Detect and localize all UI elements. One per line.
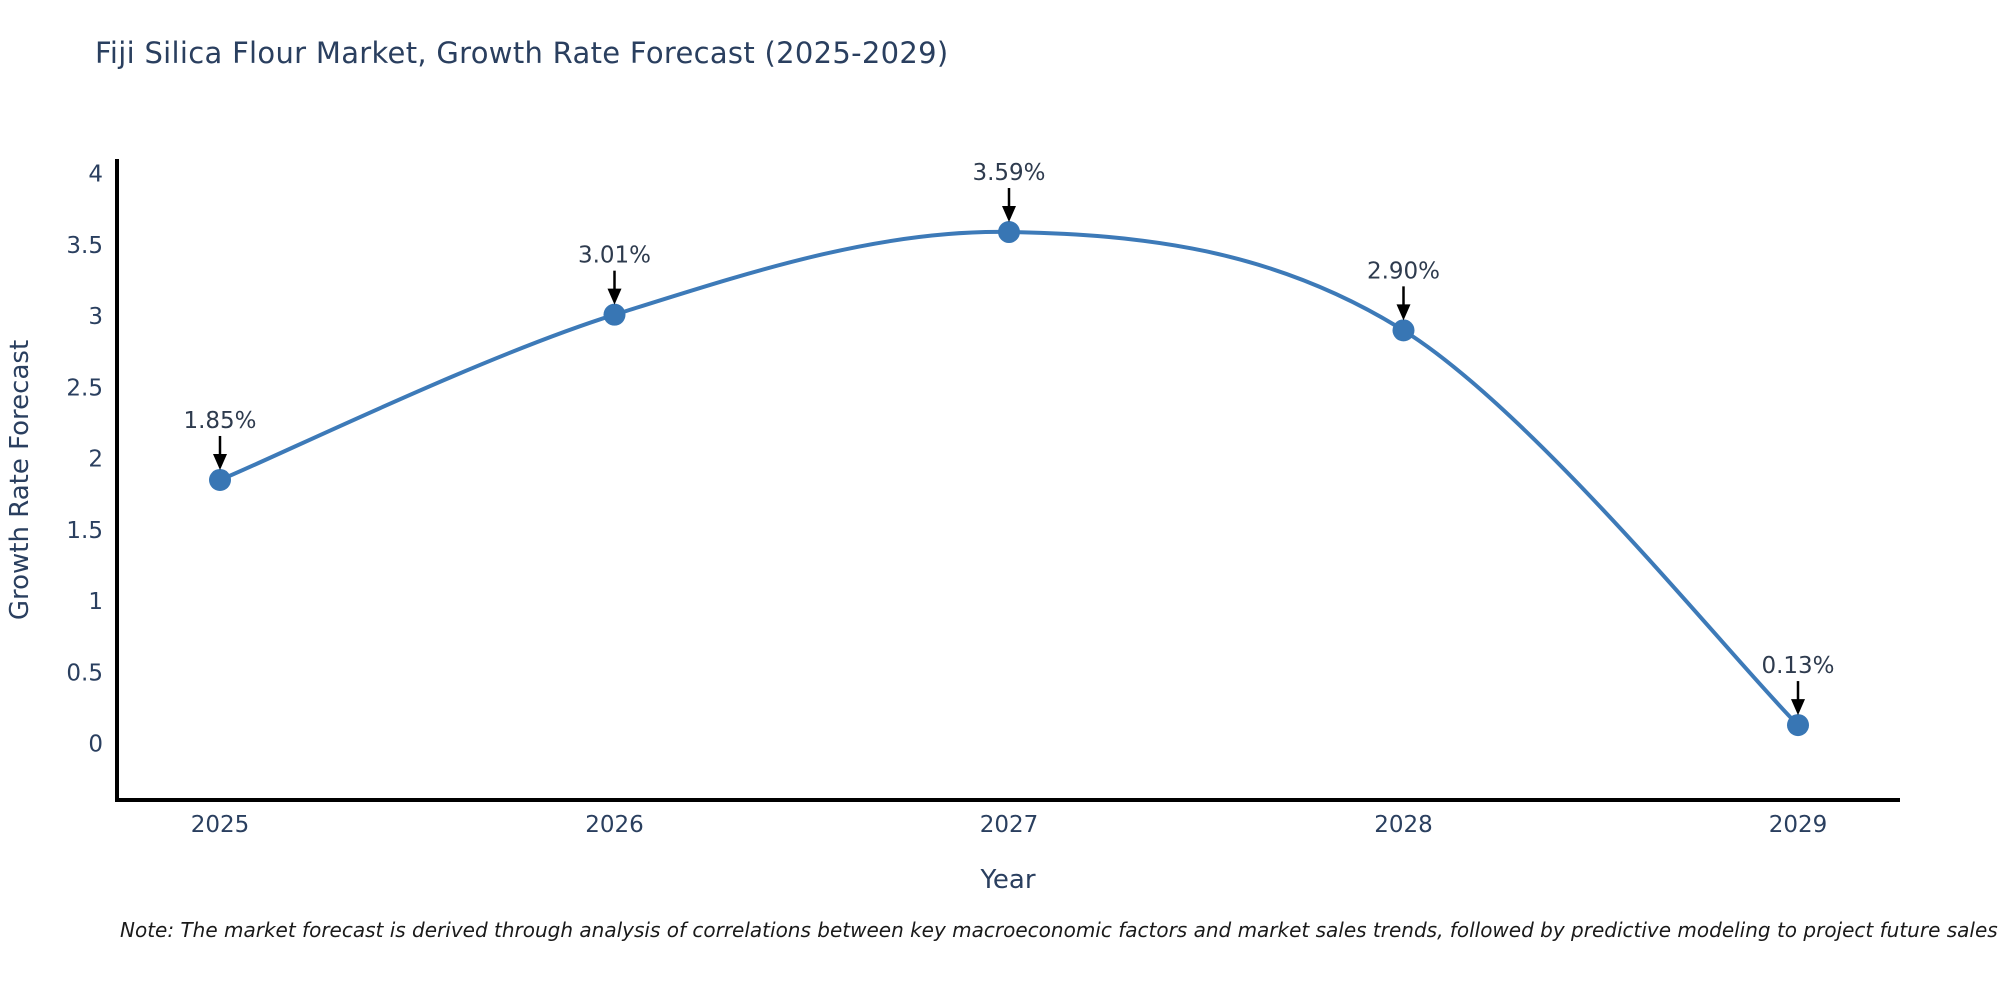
y-tick-label: 3.5 xyxy=(66,233,103,259)
chart-title: Fiji Silica Flour Market, Growth Rate Fo… xyxy=(95,36,949,70)
y-tick-label: 0.5 xyxy=(66,660,103,686)
y-tick-label: 1 xyxy=(88,589,103,615)
data-point-label-2027: 3.59% xyxy=(972,160,1045,186)
footnote: Note: The market forecast is derived thr… xyxy=(120,918,1998,942)
x-axis-title: Year xyxy=(979,865,1035,895)
annotation-arrow-head xyxy=(607,288,622,305)
data-point-label-2025: 1.85% xyxy=(183,408,256,434)
data-point-label-2026: 3.01% xyxy=(578,243,651,269)
x-tick-label: 2025 xyxy=(191,812,250,838)
y-tick-label: 0 xyxy=(88,732,103,758)
annotation-arrow-head xyxy=(1791,699,1805,716)
y-tick-label: 3 xyxy=(88,304,103,330)
data-point-marker-2025 xyxy=(209,468,231,491)
data-point-label-2029: 0.13% xyxy=(1761,653,1834,679)
x-tick-label: 2029 xyxy=(1769,812,1828,838)
data-point-label-2028: 2.90% xyxy=(1367,258,1440,284)
data-point-marker-2029 xyxy=(1787,714,1809,737)
data-point-marker-2028 xyxy=(1392,319,1415,342)
y-tick-label: 1.5 xyxy=(66,518,103,544)
y-tick-label: 2.5 xyxy=(66,375,103,401)
annotation-arrow-head xyxy=(213,453,227,470)
annotation-arrow-head xyxy=(1002,206,1016,223)
x-tick-label: 2027 xyxy=(980,812,1039,838)
x-tick-label: 2026 xyxy=(585,812,644,838)
annotation-arrow-head xyxy=(1396,304,1411,321)
y-tick-label: 4 xyxy=(88,162,103,188)
data-point-marker-2027 xyxy=(998,221,1020,244)
data-point-marker-2026 xyxy=(603,303,626,326)
trend-line xyxy=(218,229,1800,728)
y-axis-title: Growth Rate Forecast xyxy=(5,340,35,620)
y-tick-label: 2 xyxy=(88,447,103,473)
x-tick-label: 2028 xyxy=(1374,812,1433,838)
